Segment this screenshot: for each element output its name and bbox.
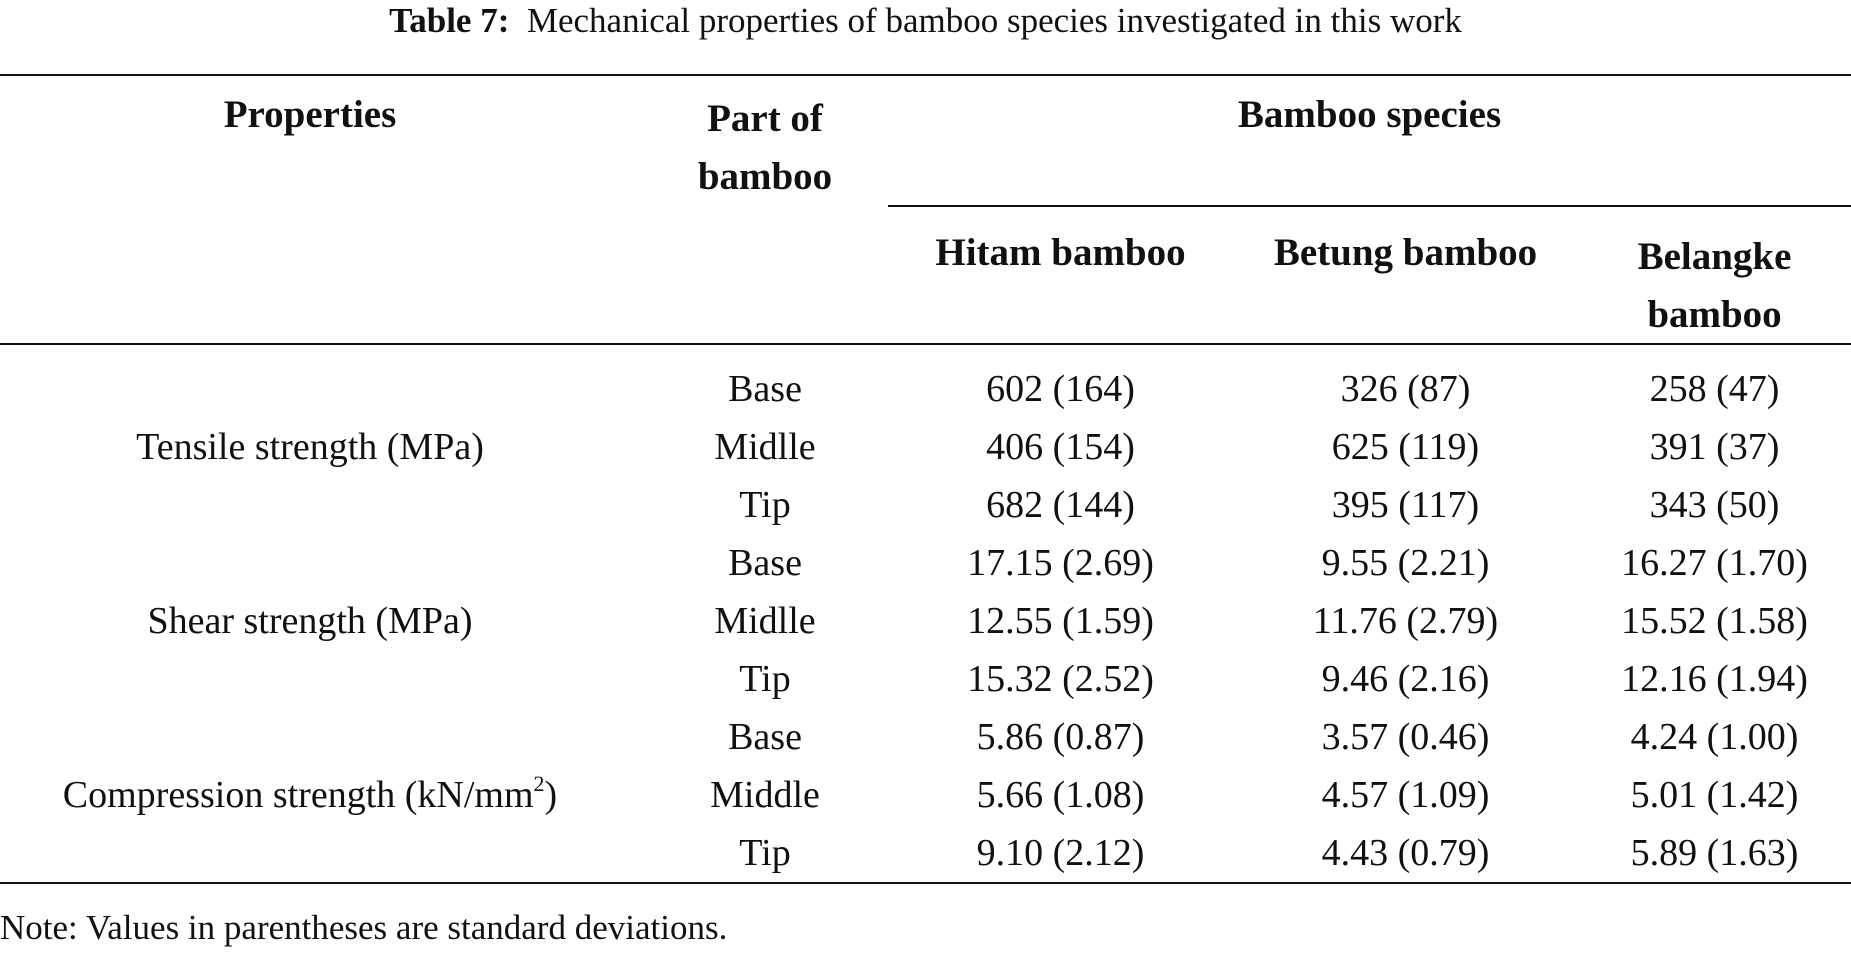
header-species-betung: Betung bamboo <box>1273 231 1538 274</box>
table-row: Tip 682 (144) 395 (117) 343 (50) <box>0 476 1851 534</box>
cell-value: 602 (164) <box>986 368 1135 410</box>
cell-value: 258 (47) <box>1649 368 1780 410</box>
table-row: Base 5.86 (0.87) 3.57 (0.46) 4.24 (1.00) <box>0 708 1851 766</box>
table-row: Tip 15.32 (2.52) 9.46 (2.16) 12.16 (1.94) <box>0 650 1851 708</box>
cell-value: 343 (50) <box>1649 484 1780 526</box>
property-label: Compression strength (kN/mm2) <box>0 766 620 824</box>
header-group-rule <box>888 205 1851 207</box>
cell-value: 9.55 (2.21) <box>1321 542 1490 584</box>
table-row: Tip 9.10 (2.12) 4.43 (0.79) 5.89 (1.63) <box>0 824 1851 882</box>
header-bamboo-species: Bamboo species <box>1237 93 1502 136</box>
cell-part: Base <box>728 368 802 410</box>
table-row: Midlle 406 (154) 625 (119) 391 (37) <box>0 418 1851 476</box>
cell-value: 15.32 (2.52) <box>967 658 1154 700</box>
property-label-superscript: 2 <box>533 771 545 796</box>
property-label-text: Compression strength (kN/mm <box>62 774 534 816</box>
cell-value: 3.57 (0.46) <box>1321 716 1490 758</box>
cell-value: 4.24 (1.00) <box>1630 716 1799 758</box>
cell-value: 391 (37) <box>1649 426 1780 468</box>
cell-value: 9.10 (2.12) <box>976 832 1145 874</box>
header-species-hitam: Hitam bamboo <box>935 231 1186 274</box>
cell-value: 12.55 (1.59) <box>967 600 1154 642</box>
cell-value: 17.15 (2.69) <box>967 542 1154 584</box>
cell-value: 4.43 (0.79) <box>1321 832 1490 874</box>
header-species-belangke: Belangke bamboo <box>1637 235 1792 336</box>
cell-part: Middle <box>710 774 820 816</box>
property-label-text: Tensile strength (MPa) <box>136 426 484 468</box>
cell-part: Tip <box>739 832 791 874</box>
table-top-rule <box>0 74 1851 76</box>
cell-value: 5.66 (1.08) <box>976 774 1145 816</box>
cell-value: 326 (87) <box>1340 368 1471 410</box>
property-label-text: Shear strength (MPa) <box>147 600 473 642</box>
header-bottom-rule <box>0 343 1851 345</box>
header-properties: Properties <box>223 93 397 136</box>
table-row: Base 602 (164) 326 (87) 258 (47) <box>0 360 1851 418</box>
cell-value: 406 (154) <box>986 426 1135 468</box>
table-note: Note: Values in parentheses are standard… <box>0 908 728 947</box>
table-caption-text: Mechanical properties of bamboo species … <box>526 1 1462 40</box>
cell-value: 5.86 (0.87) <box>976 716 1145 758</box>
cell-value: 15.52 (1.58) <box>1621 600 1808 642</box>
property-label: Tensile strength (MPa) <box>0 418 620 476</box>
property-label-suffix: ) <box>544 774 558 816</box>
table-row: Base 17.15 (2.69) 9.55 (2.21) 16.27 (1.70) <box>0 534 1851 592</box>
table-row: Middle 5.66 (1.08) 4.57 (1.09) 5.01 (1.42) <box>0 766 1851 824</box>
table-caption-label: Table 7: <box>389 1 510 40</box>
cell-value: 5.89 (1.63) <box>1630 832 1799 874</box>
cell-value: 5.01 (1.42) <box>1630 774 1799 816</box>
cell-part: Base <box>728 542 802 584</box>
cell-part: Tip <box>739 658 791 700</box>
table-row: Midlle 12.55 (1.59) 11.76 (2.79) 15.52 (1.5… <box>0 592 1851 650</box>
cell-value: 682 (144) <box>986 484 1135 526</box>
cell-part: Base <box>728 716 802 758</box>
cell-value: 4.57 (1.09) <box>1321 774 1490 816</box>
cell-value: 12.16 (1.94) <box>1621 658 1808 700</box>
cell-value: 9.46 (2.16) <box>1321 658 1490 700</box>
table-bottom-rule <box>0 882 1851 884</box>
table-caption: Table 7: Mechanical properties of bamboo… <box>0 0 1851 42</box>
property-label: Shear strength (MPa) <box>0 592 620 650</box>
cell-value: 16.27 (1.70) <box>1621 542 1808 584</box>
cell-part: Midlle <box>714 600 816 642</box>
cell-value: 625 (119) <box>1331 426 1480 468</box>
cell-value: 11.76 (2.79) <box>1312 600 1499 642</box>
cell-value: 395 (117) <box>1331 484 1480 526</box>
header-part-of-bamboo: Part of bamboo <box>697 97 833 198</box>
cell-part: Tip <box>739 484 791 526</box>
cell-part: Midlle <box>714 426 816 468</box>
